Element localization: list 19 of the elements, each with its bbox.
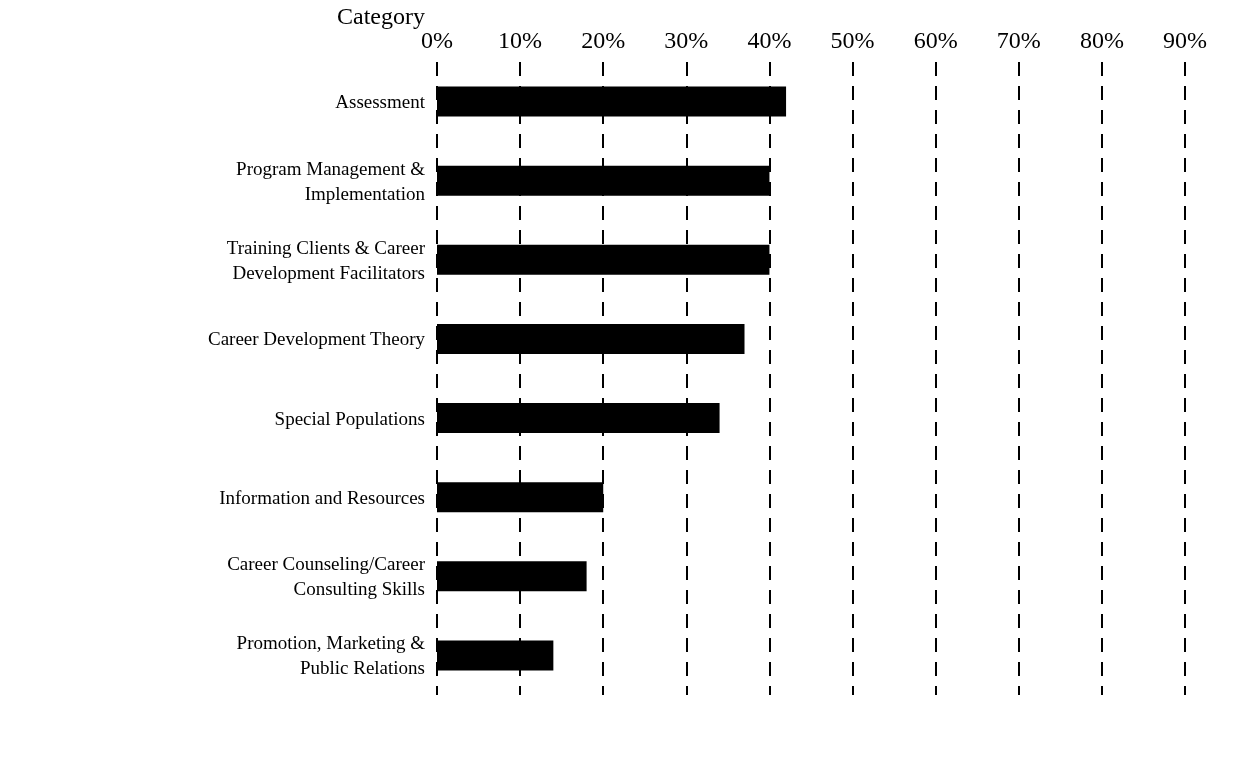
- x-tick-label: 10%: [498, 27, 543, 53]
- x-tick-label: 0%: [421, 27, 453, 53]
- y-tick-label: Training Clients & Career Development Facilitators: [226, 236, 426, 283]
- x-tick-label: 40%: [747, 27, 792, 53]
- x-tick-label: 90%: [1163, 27, 1207, 53]
- x-tick-label: 80%: [1079, 27, 1124, 53]
- y-tick-label: Assessment: [335, 91, 426, 113]
- x-tick-label: 60%: [913, 27, 958, 53]
- y-tick-label: Career Development Theory: [207, 328, 426, 350]
- y-tick-label: Information and Resources: [219, 486, 425, 508]
- y-tick-label: Special Populations: [274, 407, 425, 429]
- x-tick-label: 50%: [830, 27, 875, 53]
- x-tick-label: 70%: [996, 27, 1041, 53]
- y-tick-label: Career Counseling/Career Consulting Skills: [227, 553, 426, 600]
- y-axis-title: Category: [337, 3, 425, 30]
- x-tick-label: 20%: [581, 27, 626, 53]
- y-tick-label: Program Management & Implementation: [236, 157, 426, 204]
- x-tick-label: 30%: [664, 27, 709, 53]
- y-tick-label: Promotion, Marketing & Public Relations: [236, 632, 426, 679]
